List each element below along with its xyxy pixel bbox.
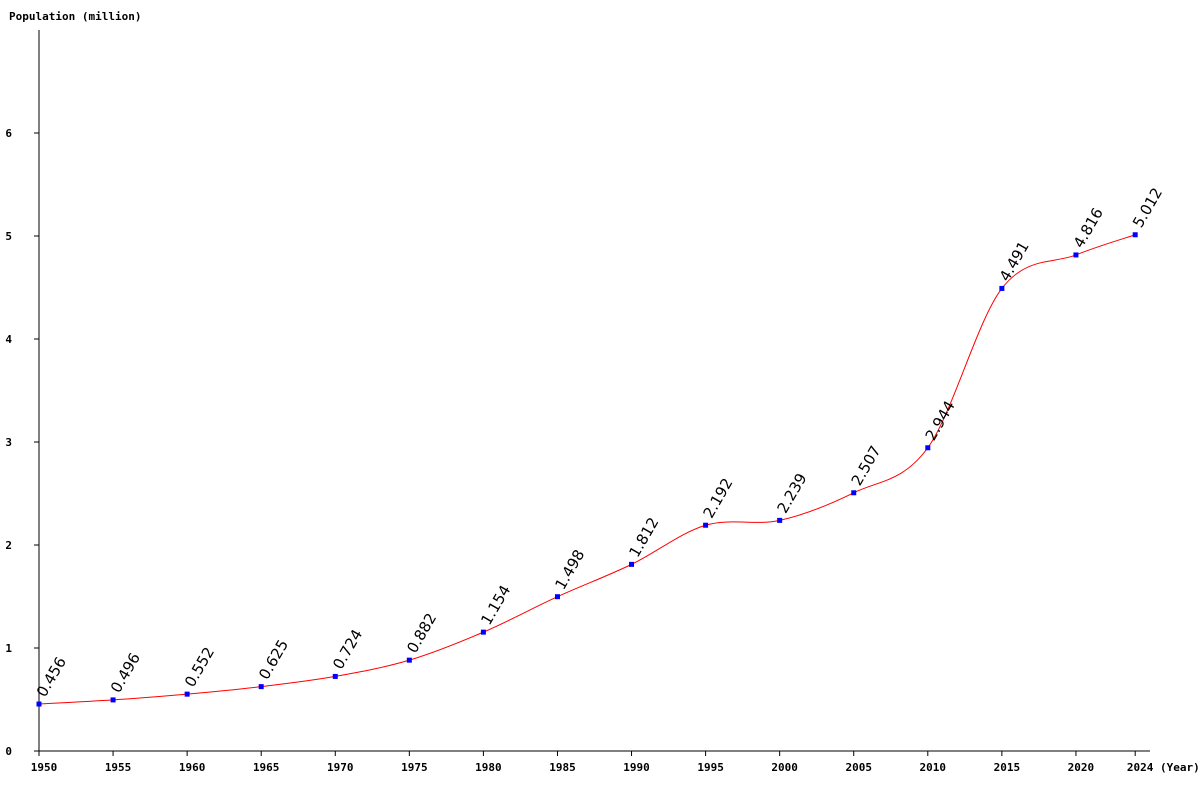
marker	[1073, 252, 1079, 258]
x-tick-label: 2015	[994, 761, 1021, 774]
x-axis-label: (Year)	[1160, 761, 1200, 774]
x-tick-label: 1960	[179, 761, 206, 774]
x-tick-label: 2024	[1127, 761, 1154, 774]
x-tick-label: 2005	[845, 761, 872, 774]
x-tick-label: 1965	[253, 761, 280, 774]
data-label: 0.552	[181, 644, 218, 690]
data-label: 5.012	[1129, 185, 1166, 231]
y-tick-label: 5	[5, 230, 12, 243]
marker	[184, 691, 190, 697]
x-tick-label: 1990	[623, 761, 650, 774]
y-tick-label: 6	[5, 127, 12, 140]
marker	[554, 594, 560, 600]
x-tick-label: 1980	[475, 761, 502, 774]
data-label: 4.491	[996, 238, 1033, 284]
x-tick-label: 1955	[105, 761, 132, 774]
x-tick-label: 1970	[327, 761, 354, 774]
marker	[406, 657, 412, 663]
data-label: 1.154	[477, 582, 514, 628]
data-label: 2.239	[774, 470, 811, 516]
data-label: 2.507	[848, 443, 885, 489]
data-label: 0.882	[403, 610, 440, 656]
marker	[332, 673, 338, 679]
marker	[629, 561, 635, 567]
marker	[36, 701, 42, 707]
data-label: 0.456	[33, 654, 70, 700]
y-tick-label: 2	[5, 539, 12, 552]
marker	[258, 684, 264, 690]
marker	[110, 697, 116, 703]
y-tick-label: 1	[5, 642, 12, 655]
x-tick-label: 1975	[401, 761, 428, 774]
data-label: 0.724	[329, 626, 366, 672]
marker	[480, 629, 486, 635]
data-label: 0.625	[255, 636, 292, 682]
x-tick-label: 2000	[771, 761, 798, 774]
y-axis-label: Population (million)	[9, 10, 141, 23]
marker	[703, 522, 709, 528]
marker	[777, 517, 783, 523]
y-tick-label: 4	[5, 333, 12, 346]
data-label: 4.816	[1070, 205, 1107, 251]
x-tick-label: 2020	[1068, 761, 1095, 774]
data-label: 1.812	[625, 514, 662, 560]
marker	[851, 490, 857, 496]
y-tick-label: 3	[5, 436, 12, 449]
marker	[1132, 232, 1138, 238]
data-label: 2.192	[699, 475, 736, 521]
line	[38, 234, 1136, 705]
x-tick-label: 1995	[697, 761, 724, 774]
data-label: 0.496	[107, 650, 144, 696]
x-tick-label: 1950	[31, 761, 58, 774]
marker	[925, 445, 931, 451]
x-tick-label: 1985	[549, 761, 576, 774]
x-tick-label: 2010	[920, 761, 947, 774]
data-label: 2.944	[922, 398, 959, 444]
y-tick-label: 0	[5, 745, 12, 758]
marker	[999, 285, 1005, 291]
